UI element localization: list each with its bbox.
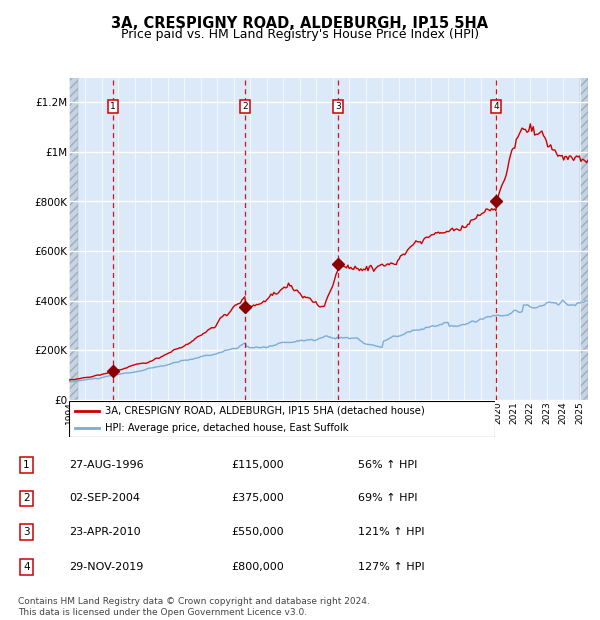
Text: 1: 1 (23, 460, 30, 470)
Bar (580, 78, 588, 400)
Text: 2: 2 (23, 494, 30, 503)
Text: 29-NOV-2019: 29-NOV-2019 (70, 562, 144, 572)
Bar (69, 78, 78, 400)
Text: 4: 4 (493, 102, 499, 111)
Text: 56% ↑ HPI: 56% ↑ HPI (358, 460, 417, 470)
Text: 3A, CRESPIGNY ROAD, ALDEBURGH, IP15 5HA: 3A, CRESPIGNY ROAD, ALDEBURGH, IP15 5HA (112, 16, 488, 30)
Text: 1: 1 (110, 102, 116, 111)
Text: 3A, CRESPIGNY ROAD, ALDEBURGH, IP15 5HA (detached house): 3A, CRESPIGNY ROAD, ALDEBURGH, IP15 5HA … (105, 406, 425, 416)
Text: 4: 4 (23, 562, 30, 572)
Text: 23-APR-2010: 23-APR-2010 (70, 527, 141, 537)
Text: 69% ↑ HPI: 69% ↑ HPI (358, 494, 417, 503)
Text: 02-SEP-2004: 02-SEP-2004 (70, 494, 140, 503)
Text: 3: 3 (335, 102, 341, 111)
Text: 121% ↑ HPI: 121% ↑ HPI (358, 527, 424, 537)
Text: 27-AUG-1996: 27-AUG-1996 (70, 460, 144, 470)
Text: £800,000: £800,000 (231, 562, 284, 572)
Text: Contains HM Land Registry data © Crown copyright and database right 2024.
This d: Contains HM Land Registry data © Crown c… (18, 598, 370, 617)
Text: 3: 3 (23, 527, 30, 537)
FancyBboxPatch shape (69, 401, 494, 437)
Text: 2: 2 (242, 102, 248, 111)
Text: £115,000: £115,000 (231, 460, 284, 470)
Text: £550,000: £550,000 (231, 527, 284, 537)
Text: HPI: Average price, detached house, East Suffolk: HPI: Average price, detached house, East… (105, 423, 349, 433)
Text: £375,000: £375,000 (231, 494, 284, 503)
Text: 127% ↑ HPI: 127% ↑ HPI (358, 562, 424, 572)
Text: Price paid vs. HM Land Registry's House Price Index (HPI): Price paid vs. HM Land Registry's House … (121, 28, 479, 41)
